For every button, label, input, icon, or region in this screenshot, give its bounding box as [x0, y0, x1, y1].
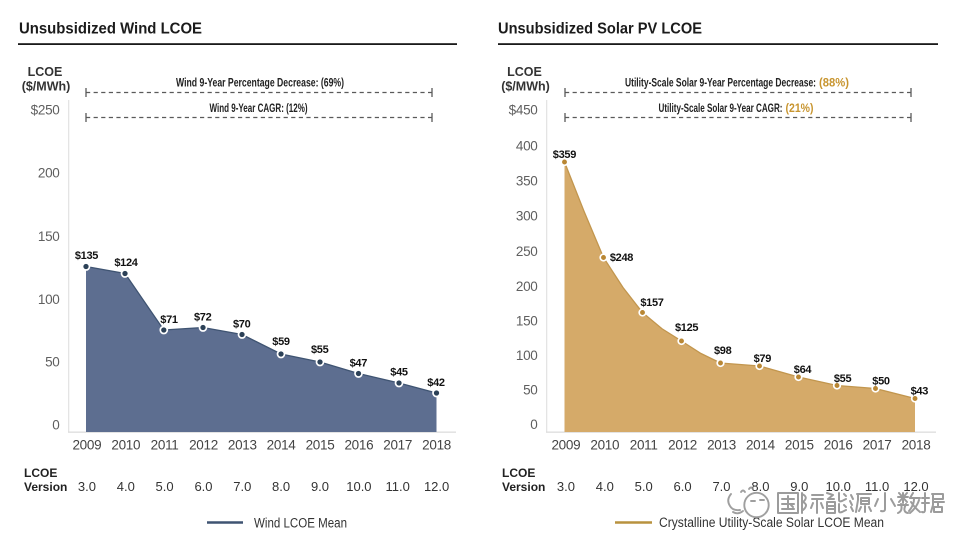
svg-text:5.0: 5.0 [156, 479, 174, 494]
svg-text:2014: 2014 [267, 438, 297, 453]
svg-text:$359: $359 [553, 149, 576, 161]
svg-text:2016: 2016 [824, 438, 853, 453]
svg-text:Wind LCOE Mean: Wind LCOE Mean [254, 516, 347, 531]
svg-text:12.0: 12.0 [424, 479, 449, 494]
svg-text:($/MWh): ($/MWh) [501, 80, 550, 94]
svg-text:2009: 2009 [551, 438, 580, 453]
svg-text:12.0: 12.0 [903, 479, 928, 494]
svg-text:LCOE: LCOE [28, 65, 63, 79]
svg-text:4.0: 4.0 [117, 479, 135, 494]
svg-text:2013: 2013 [228, 438, 257, 453]
svg-text:LCOE: LCOE [502, 466, 535, 480]
svg-text:2017: 2017 [383, 438, 412, 453]
svg-text:Crystalline Utility-Scale Sola: Crystalline Utility-Scale Solar LCOE Mea… [659, 515, 884, 530]
svg-text:$70: $70 [233, 319, 251, 331]
svg-text:2012: 2012 [189, 438, 218, 453]
svg-text:2016: 2016 [344, 438, 373, 453]
svg-text:2018: 2018 [422, 438, 451, 453]
svg-text:50: 50 [45, 355, 59, 370]
svg-text:6.0: 6.0 [674, 479, 692, 494]
svg-text:150: 150 [38, 229, 60, 244]
svg-text:10.0: 10.0 [346, 479, 371, 494]
svg-text:9.0: 9.0 [311, 479, 329, 494]
svg-text:4.0: 4.0 [596, 479, 614, 494]
svg-text:11.0: 11.0 [865, 479, 889, 494]
svg-text:8.0: 8.0 [751, 479, 769, 494]
svg-text:2014: 2014 [746, 438, 776, 453]
svg-text:$450: $450 [509, 103, 538, 118]
svg-text:2013: 2013 [707, 438, 736, 453]
svg-text:250: 250 [516, 244, 538, 259]
svg-text:Unsubsidized Wind LCOE: Unsubsidized Wind LCOE [19, 21, 202, 38]
svg-text:$98: $98 [714, 345, 732, 357]
svg-text:100: 100 [38, 292, 60, 307]
svg-text:2012: 2012 [668, 438, 697, 453]
svg-text:Version: Version [24, 480, 67, 494]
svg-text:Unsubsidized Solar PV LCOE: Unsubsidized Solar PV LCOE [498, 21, 702, 38]
svg-text:6.0: 6.0 [194, 479, 212, 494]
svg-text:$42: $42 [427, 377, 445, 389]
svg-text:5.0: 5.0 [635, 479, 653, 494]
svg-text:$248: $248 [610, 252, 633, 264]
svg-text:Version: Version [502, 480, 545, 494]
svg-text:50: 50 [523, 383, 537, 398]
svg-text:100: 100 [516, 348, 538, 363]
svg-text:$125: $125 [675, 322, 698, 334]
svg-text:0: 0 [52, 418, 59, 433]
svg-text:7.0: 7.0 [712, 479, 730, 494]
svg-text:150: 150 [516, 314, 538, 329]
svg-text:$43: $43 [911, 386, 929, 398]
svg-text:(88%): (88%) [819, 78, 849, 90]
svg-text:0: 0 [530, 417, 537, 432]
svg-text:2010: 2010 [111, 438, 140, 453]
svg-text:$72: $72 [194, 312, 212, 324]
svg-text:200: 200 [38, 166, 60, 181]
svg-text:$47: $47 [350, 358, 368, 370]
svg-text:Wind 9-Year CAGR: (12%): Wind 9-Year CAGR: (12%) [210, 103, 308, 115]
svg-text:LCOE: LCOE [24, 466, 57, 480]
svg-text:$71: $71 [160, 314, 178, 326]
svg-text:$124: $124 [114, 257, 138, 269]
svg-text:3.0: 3.0 [557, 479, 575, 494]
svg-text:$64: $64 [794, 364, 813, 376]
svg-text:$250: $250 [31, 103, 60, 118]
svg-text:$157: $157 [640, 297, 663, 309]
svg-text:2017: 2017 [863, 438, 892, 453]
svg-text:10.0: 10.0 [826, 479, 851, 494]
svg-text:2018: 2018 [902, 438, 931, 453]
svg-text:11.0: 11.0 [386, 479, 410, 494]
svg-text:2011: 2011 [151, 438, 179, 453]
svg-text:LCOE: LCOE [507, 65, 542, 79]
svg-text:3.0: 3.0 [78, 479, 96, 494]
svg-text:$59: $59 [272, 336, 290, 348]
svg-text:Utility-Scale Solar 9-Year CAG: Utility-Scale Solar 9-Year CAGR: [659, 103, 783, 115]
svg-text:($/MWh): ($/MWh) [22, 80, 71, 94]
svg-text:$135: $135 [75, 250, 98, 262]
svg-text:2015: 2015 [785, 438, 814, 453]
svg-text:8.0: 8.0 [272, 479, 290, 494]
svg-text:2015: 2015 [306, 438, 335, 453]
svg-text:2011: 2011 [630, 438, 658, 453]
svg-text:7.0: 7.0 [233, 479, 251, 494]
svg-text:(21%): (21%) [786, 103, 814, 115]
svg-text:$50: $50 [872, 376, 890, 388]
svg-text:300: 300 [516, 209, 538, 224]
svg-text:350: 350 [516, 174, 538, 189]
svg-text:400: 400 [516, 139, 538, 154]
svg-text:Utility-Scale Solar 9-Year Per: Utility-Scale Solar 9-Year Percentage De… [625, 78, 816, 90]
svg-text:$45: $45 [390, 367, 408, 379]
svg-text:$55: $55 [311, 344, 329, 356]
svg-text:2009: 2009 [72, 438, 101, 453]
svg-text:$79: $79 [754, 353, 772, 365]
svg-text:9.0: 9.0 [790, 479, 808, 494]
svg-text:$55: $55 [834, 373, 852, 385]
svg-text:2010: 2010 [590, 438, 619, 453]
svg-text:200: 200 [516, 279, 538, 294]
svg-text:Wind 9-Year Percentage Decreas: Wind 9-Year Percentage Decrease: (69%) [176, 78, 344, 90]
